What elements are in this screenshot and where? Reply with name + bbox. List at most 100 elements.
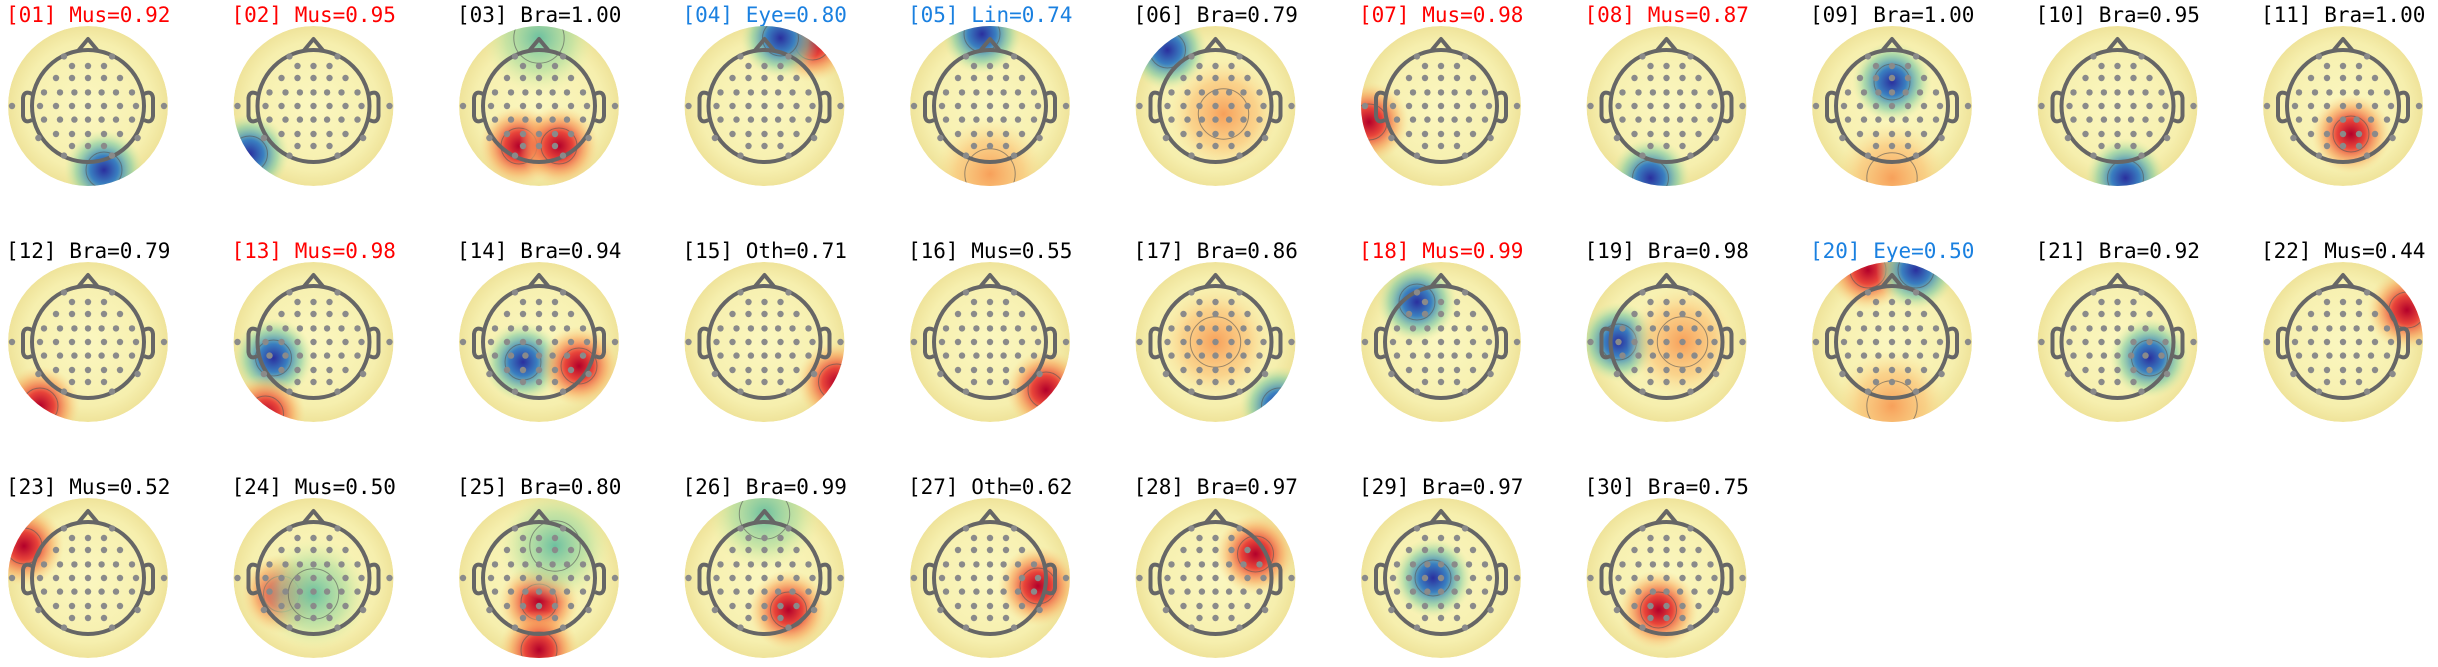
head-outline xyxy=(1834,48,1950,164)
electrode xyxy=(1904,74,1912,82)
electrode xyxy=(326,378,333,386)
electrode xyxy=(973,89,980,96)
electrode xyxy=(262,574,269,582)
electrode xyxy=(1844,89,1852,96)
electrode xyxy=(559,289,567,296)
electrode xyxy=(733,89,740,96)
electrode xyxy=(1631,74,1638,82)
electrode xyxy=(98,325,105,332)
electrode xyxy=(1018,574,1026,582)
electrode xyxy=(761,310,768,318)
electrode xyxy=(1631,366,1638,374)
ear xyxy=(1947,90,1959,124)
component-label: [21] Bra=0.92 xyxy=(2036,239,2200,263)
electrode xyxy=(491,588,499,595)
electrode xyxy=(1000,561,1007,568)
electrode xyxy=(519,62,527,70)
electrode xyxy=(761,142,768,150)
ear xyxy=(368,326,381,360)
ear xyxy=(923,562,935,596)
component: [21] Bra=0.92 xyxy=(2036,239,2200,422)
component-label: [18] Mus=0.99 xyxy=(1359,239,1523,263)
electrode xyxy=(1453,310,1461,318)
electrode xyxy=(942,588,950,595)
electrode xyxy=(1619,89,1626,96)
electrode xyxy=(68,130,76,138)
electrode xyxy=(1188,388,1195,395)
electrode xyxy=(2098,102,2105,110)
electrode xyxy=(2100,116,2108,123)
electrode xyxy=(986,378,994,386)
electrode xyxy=(334,53,341,60)
electrode xyxy=(1228,574,1235,582)
electrode xyxy=(551,74,559,82)
electrode xyxy=(323,561,331,568)
electrode xyxy=(793,102,800,110)
electrode xyxy=(1839,134,1846,142)
electrode xyxy=(1421,102,1429,110)
electrode xyxy=(1393,588,1401,595)
electrode xyxy=(2086,116,2093,123)
electrode xyxy=(1711,574,1718,582)
electrode xyxy=(1010,624,1018,631)
electrode xyxy=(2339,116,2347,123)
electrode xyxy=(1679,142,1686,150)
electrode xyxy=(1647,62,1654,70)
electrode xyxy=(310,602,317,610)
electrode xyxy=(1864,289,1872,296)
electrode xyxy=(1635,352,1642,359)
electrode xyxy=(2323,338,2331,346)
head-outline xyxy=(2285,284,2401,400)
electrode xyxy=(535,546,543,554)
electrode xyxy=(519,614,527,622)
electrode xyxy=(1687,624,1694,631)
component-label: [13] Mus=0.98 xyxy=(232,239,396,263)
nose xyxy=(1429,273,1453,289)
electrode xyxy=(1635,561,1642,568)
electrode xyxy=(1413,289,1421,296)
electrode xyxy=(1014,89,1022,96)
electrode xyxy=(1212,298,1219,306)
electrode xyxy=(1212,325,1219,332)
electrode xyxy=(1936,102,1944,110)
electrode xyxy=(1437,298,1445,306)
electrode xyxy=(551,142,559,150)
electrode xyxy=(2114,366,2121,374)
electrode xyxy=(2339,352,2347,359)
electrode xyxy=(503,102,511,110)
electrode xyxy=(733,561,740,568)
electrode xyxy=(1631,602,1638,610)
electrode xyxy=(1018,366,1026,374)
electrode xyxy=(132,338,140,346)
electrode xyxy=(810,370,818,378)
electrode xyxy=(774,561,782,568)
component: [25] Bra=0.80 xyxy=(457,475,621,658)
electrode xyxy=(84,561,92,568)
electrode xyxy=(777,102,784,110)
electrode xyxy=(1663,588,1670,595)
electrode xyxy=(1461,525,1469,532)
electrode xyxy=(551,102,559,110)
electrode xyxy=(535,378,543,386)
electrode xyxy=(1184,89,1191,96)
electrode xyxy=(310,338,317,346)
electrode xyxy=(761,602,768,610)
electrode xyxy=(937,134,944,142)
electrode xyxy=(761,89,768,96)
electrode xyxy=(1481,116,1489,123)
electrode xyxy=(2339,378,2347,386)
electrode xyxy=(108,53,116,60)
electrode xyxy=(2130,338,2137,346)
electrode xyxy=(40,561,48,568)
electrode xyxy=(2114,74,2121,82)
head-outline xyxy=(481,520,597,636)
ear xyxy=(2276,90,2288,124)
electrode xyxy=(1902,352,1909,359)
electrode xyxy=(2355,62,2363,70)
electrode xyxy=(1687,53,1694,60)
ear xyxy=(2050,326,2063,360)
electrode xyxy=(52,574,60,582)
electrode xyxy=(1904,62,1912,70)
electrode xyxy=(1018,546,1026,554)
electrode xyxy=(2355,310,2363,318)
